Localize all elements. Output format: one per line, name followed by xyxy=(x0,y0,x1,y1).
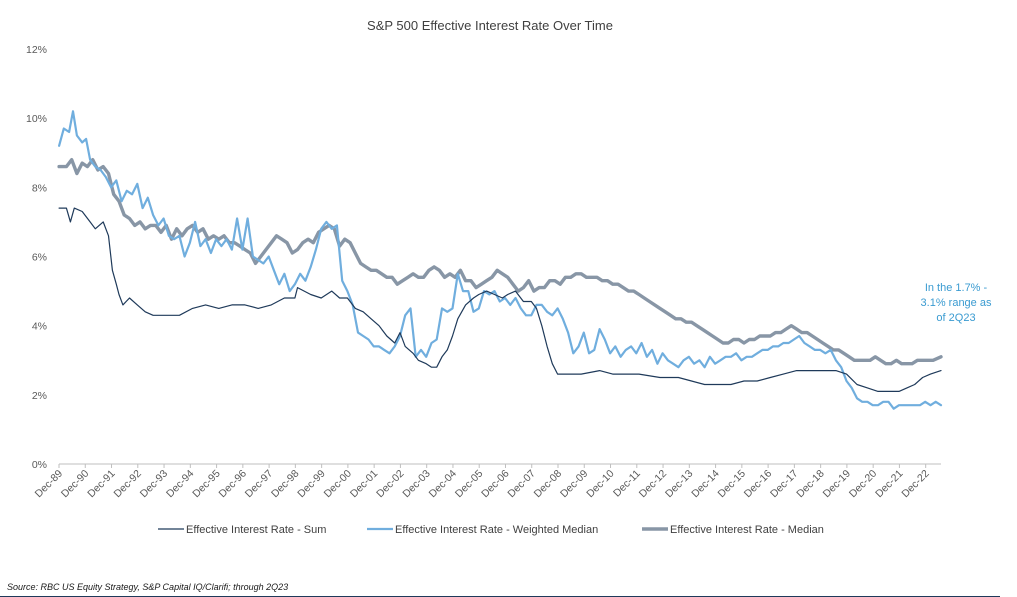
x-tick-label: Dec-07 xyxy=(505,468,538,501)
x-tick-label: Dec-15 xyxy=(716,468,749,501)
x-tick-label: Dec-01 xyxy=(348,468,381,501)
x-tick-label: Dec-97 xyxy=(243,468,276,501)
series-line-1 xyxy=(58,207,942,392)
x-tick-label: Dec-04 xyxy=(427,468,460,501)
x-tick-label: Dec-10 xyxy=(584,468,617,501)
x-tick-label: Dec-19 xyxy=(821,468,854,501)
y-tick-label: 10% xyxy=(26,113,47,125)
x-tick-label: Dec-95 xyxy=(190,468,223,501)
legend: Effective Interest Rate - Sum Effective I… xyxy=(158,524,824,536)
x-tick-label: Dec-90 xyxy=(59,468,92,501)
x-tick-label: Dec-13 xyxy=(663,468,696,501)
x-tick-label: Dec-99 xyxy=(295,468,328,501)
y-tick-label: 8% xyxy=(32,182,47,194)
x-tick-label: Dec-20 xyxy=(847,468,880,501)
x-tick-label: Dec-12 xyxy=(637,468,670,501)
x-tick-label: Dec-94 xyxy=(164,468,197,501)
legend-label: Effective Interest Rate - Sum xyxy=(186,524,326,536)
x-tick-label: Dec-18 xyxy=(794,468,827,501)
annotation-line: 3.1% range as xyxy=(921,297,992,309)
x-tick-label: Dec-89 xyxy=(33,468,66,501)
legend-label: Effective Interest Rate - Weighted Media… xyxy=(395,524,598,536)
series-line-3 xyxy=(57,158,943,366)
x-tick-label: Dec-09 xyxy=(558,468,591,501)
x-tick-label: Dec-00 xyxy=(322,468,355,501)
x-tick-label: Dec-93 xyxy=(138,468,171,501)
y-tick-label: 0% xyxy=(32,459,47,471)
source-note: Source: RBC US Equity Strategy, S&P Capi… xyxy=(7,582,289,592)
x-tick-label: Dec-06 xyxy=(479,468,512,501)
plot-area xyxy=(57,110,943,410)
x-tick-label: Dec-21 xyxy=(873,468,906,501)
y-tick-label: 2% xyxy=(32,390,47,402)
y-tick-label: 12% xyxy=(26,44,47,56)
chart-title: S&P 500 Effective Interest Rate Over Tim… xyxy=(367,18,613,33)
x-tick-label: Dec-16 xyxy=(742,468,775,501)
x-axis: Dec-89Dec-90Dec-91Dec-92Dec-93Dec-94Dec-… xyxy=(33,463,941,501)
annotation-line: of 2Q23 xyxy=(936,312,975,324)
y-tick-label: 4% xyxy=(32,321,47,333)
x-tick-label: Dec-11 xyxy=(611,468,643,500)
x-tick-label: Dec-02 xyxy=(374,468,407,501)
y-tick-label: 6% xyxy=(32,252,47,264)
x-tick-label: Dec-17 xyxy=(768,468,801,501)
annotation: In the 1.7% - 3.1% range as of 2Q23 xyxy=(921,282,992,324)
x-tick-label: Dec-92 xyxy=(111,468,144,501)
series-line-2 xyxy=(58,110,943,410)
x-tick-label: Dec-08 xyxy=(532,468,565,501)
x-tick-label: Dec-05 xyxy=(453,468,486,501)
x-tick-label: Dec-98 xyxy=(269,468,302,501)
legend-label: Effective Interest Rate - Median xyxy=(670,524,824,536)
x-tick-label: Dec-22 xyxy=(899,468,932,501)
annotation-line: In the 1.7% - xyxy=(925,282,988,294)
x-tick-label: Dec-14 xyxy=(689,468,722,501)
y-axis: 0% 2% 4% 6% 8% 10% 12% xyxy=(26,44,47,471)
x-tick-label: Dec-91 xyxy=(85,468,118,501)
x-tick-label: Dec-96 xyxy=(217,468,250,501)
x-tick-label: Dec-03 xyxy=(400,468,433,501)
